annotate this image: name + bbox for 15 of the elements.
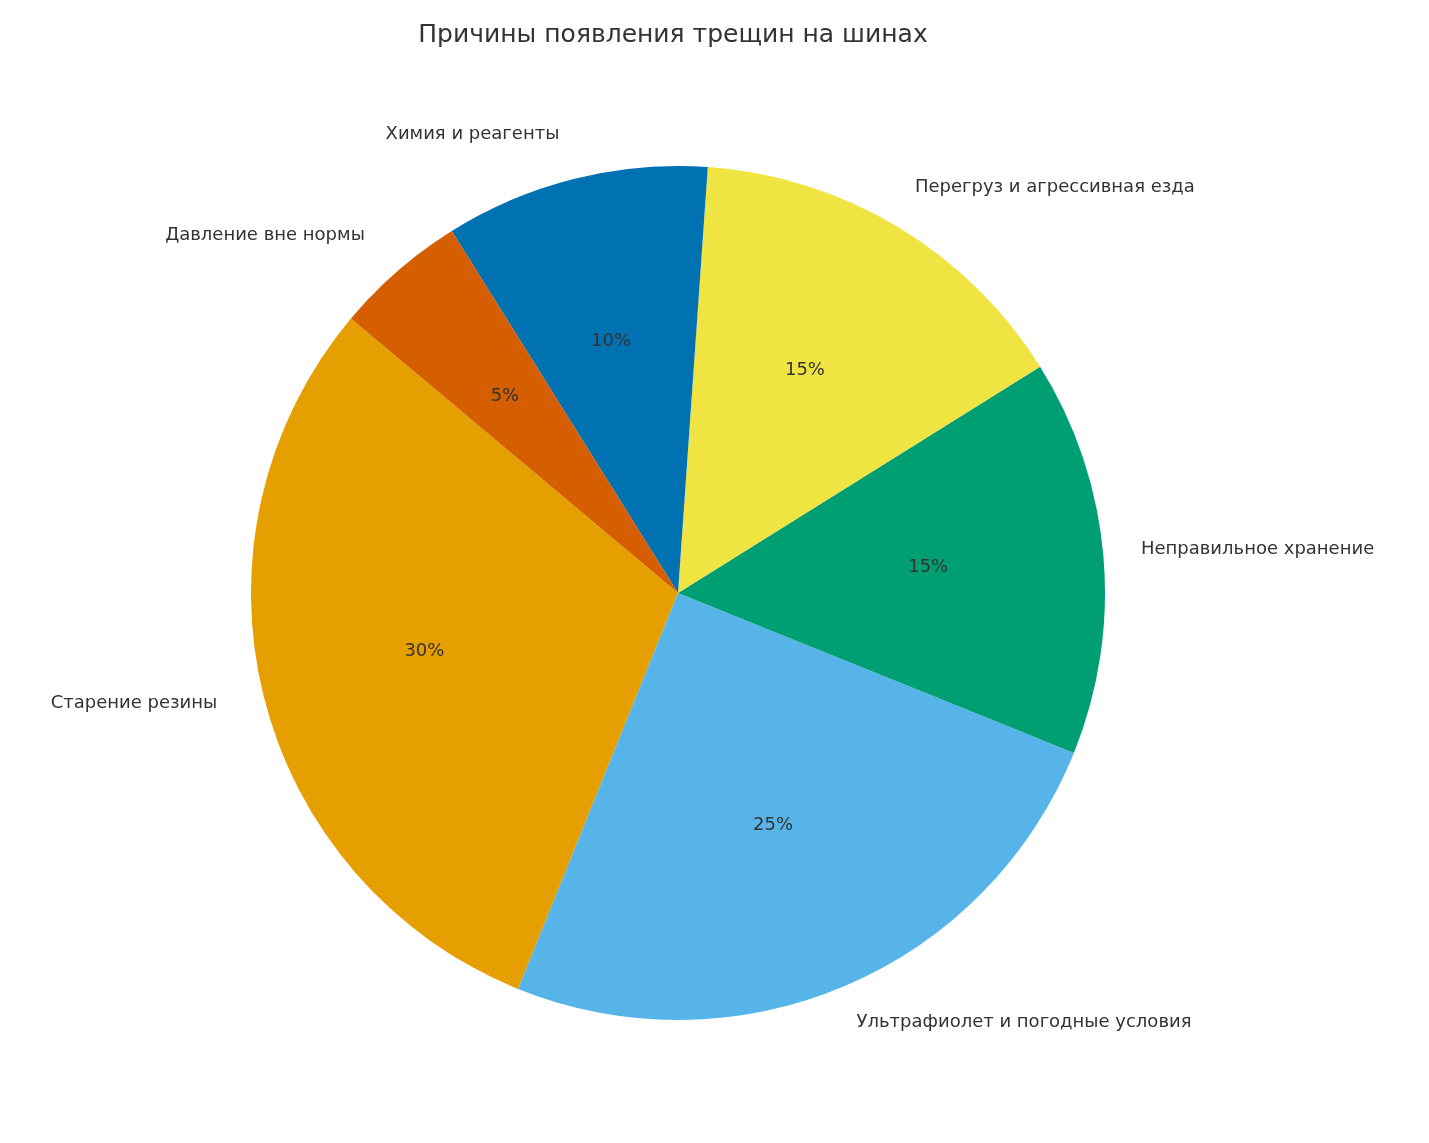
- data-label: 30%: [404, 639, 445, 661]
- slice-label: Старение резины: [50, 691, 218, 713]
- pie-slice: [451, 166, 708, 593]
- slice-label: Перегруз и агрессивная езда: [914, 174, 1195, 196]
- data-label: 10%: [591, 328, 632, 350]
- data-label: 15%: [908, 555, 949, 577]
- data-label: 5%: [490, 384, 520, 406]
- slice-label: Неправильное хранение: [1140, 536, 1375, 558]
- slice-label: Давление вне нормы: [165, 223, 365, 245]
- data-label: 25%: [753, 813, 794, 835]
- chart-title: Причины появления трещин на шинах: [418, 19, 928, 48]
- slice-label: Химия и реагенты: [385, 121, 560, 143]
- pie-slice: [251, 318, 678, 989]
- data-label: 15%: [784, 357, 825, 379]
- slice-label: Ультрафиолет и погодные условия: [856, 1009, 1192, 1031]
